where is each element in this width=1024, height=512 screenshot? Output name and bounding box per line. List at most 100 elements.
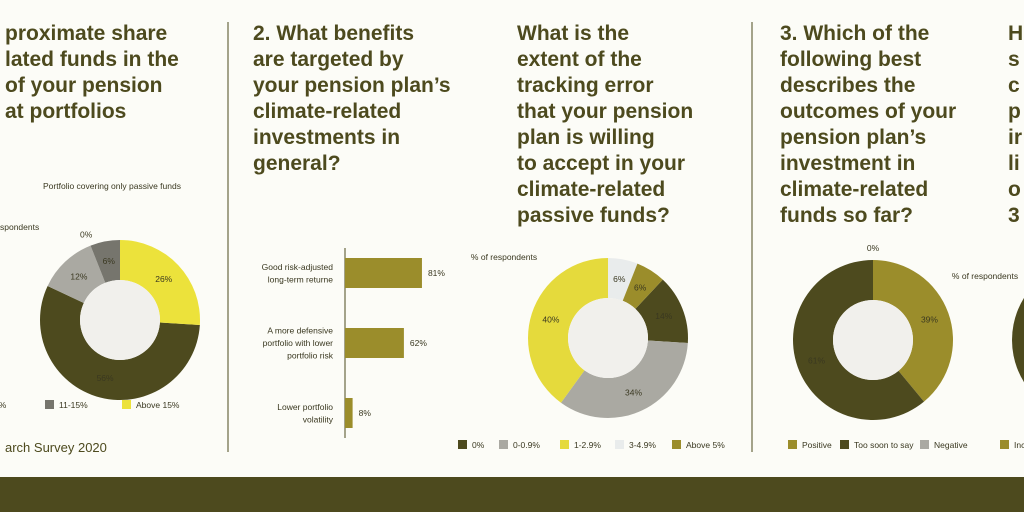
chart-title: extent of the — [517, 48, 642, 71]
pie-slice — [90, 240, 120, 283]
value-label: 81% — [428, 268, 445, 278]
slice-label: 6% — [103, 256, 116, 266]
category-label: portfolio risk — [287, 351, 334, 361]
legend-swatch — [840, 440, 849, 449]
source: arch Survey 2020 — [5, 440, 107, 455]
chart-title: outcomes of your — [780, 100, 956, 123]
legend-swatch — [1000, 440, 1009, 449]
chart-title: proximate share — [5, 22, 167, 45]
slice-label: 34% — [625, 387, 642, 397]
subtitle: Portfolio covering only passive funds — [43, 181, 181, 191]
chart-title: following best — [780, 48, 921, 71]
cropped-title: c — [1008, 74, 1020, 97]
note: % of respondents — [952, 271, 1018, 281]
slice-label: 6% — [634, 282, 647, 292]
slice-label: 12% — [70, 271, 87, 281]
legend-label: 0% — [0, 400, 7, 410]
chart-title: your pension plan’s — [253, 74, 451, 97]
chart-title: lated funds in the — [5, 48, 179, 71]
slice-label: 26% — [155, 274, 172, 284]
legend-swatch — [560, 440, 569, 449]
cropped-title: 3 — [1008, 204, 1020, 227]
chart-title: that your pension — [517, 100, 693, 123]
legend-label: 0% — [472, 440, 485, 450]
category-label: A more defensive — [267, 326, 333, 336]
legend-swatch — [458, 440, 467, 449]
chart-title: describes the — [780, 74, 915, 97]
chart-title: investments in — [253, 126, 400, 149]
pie-slice — [39, 285, 200, 400]
value-label: 8% — [359, 408, 372, 418]
pie-slice — [608, 258, 638, 301]
chart-title: to accept in your — [517, 152, 685, 175]
category-label: portfolio with lower — [263, 338, 334, 348]
legend-swatch — [615, 440, 624, 449]
slice-label: 40% — [542, 314, 559, 324]
category-label: volatility — [303, 414, 334, 424]
cropped-title: li — [1008, 152, 1020, 175]
slice-label: 0% — [80, 229, 93, 239]
slice-label: 61% — [808, 355, 825, 365]
pie-slice — [792, 260, 924, 421]
slice-label: 14% — [655, 311, 672, 321]
cropped-donut — [1012, 297, 1024, 383]
legend-label: Above 5% — [686, 440, 725, 450]
pie-slice — [622, 263, 663, 309]
pie-slice — [47, 245, 106, 303]
chart-title: 2. What benefits — [253, 22, 414, 45]
legend-label: Positive — [802, 440, 832, 450]
chart-title: 3. Which of the — [780, 22, 929, 45]
legend-label: Inc — [1014, 440, 1024, 450]
category-label: Lower portfolio — [277, 402, 333, 412]
legend-swatch — [45, 400, 54, 409]
chart-title: plan is willing — [517, 126, 655, 149]
legend-label: 0-0.9% — [513, 440, 540, 450]
pie-slice — [635, 279, 688, 344]
legend-label: 1-2.9% — [574, 440, 601, 450]
donut-hole — [80, 280, 160, 360]
category-label: long-term returne — [268, 274, 333, 284]
pie-slice — [873, 260, 953, 402]
chart-title: What is the — [517, 22, 629, 45]
pie-slice — [120, 240, 200, 326]
legend-label: 3-4.9% — [629, 440, 656, 450]
chart-title: pension plan’s — [780, 126, 926, 149]
chart-title: funds so far? — [780, 204, 913, 227]
legend-swatch — [672, 440, 681, 449]
legend-label: Above 15% — [136, 400, 180, 410]
bar — [345, 398, 353, 428]
pie-slice — [560, 340, 688, 419]
chart-title: at portfolios — [5, 100, 126, 123]
value-label: 62% — [410, 338, 427, 348]
cropped-title: H — [1008, 22, 1023, 45]
note: spondents — [0, 222, 39, 232]
slice-label: 39% — [921, 315, 938, 325]
bar — [345, 328, 404, 358]
chart-title: passive funds? — [517, 204, 670, 227]
category-label: Good risk-adjusted — [262, 262, 334, 272]
legend-swatch — [788, 440, 797, 449]
chart-title: of your pension — [5, 74, 163, 97]
chart-title: tracking error — [517, 74, 654, 97]
chart-title: are targeted by — [253, 48, 404, 71]
donut-hole — [568, 298, 648, 378]
cropped-title: ir — [1008, 126, 1022, 149]
legend-swatch — [499, 440, 508, 449]
chart-title: general? — [253, 152, 341, 175]
chart-title: climate-related — [780, 178, 928, 201]
chart-title: climate-related — [253, 100, 401, 123]
pie-slice — [528, 258, 608, 403]
cropped-title: s — [1008, 48, 1020, 71]
legend-label: Too soon to say — [854, 440, 914, 450]
cropped-title: o — [1008, 178, 1021, 201]
footer-band — [0, 477, 1024, 512]
slice-label: 6% — [613, 274, 626, 284]
bar — [345, 258, 422, 288]
slice-label: 56% — [97, 373, 114, 383]
legend-swatch — [122, 400, 131, 409]
legend-swatch — [920, 440, 929, 449]
legend-label: Negative — [934, 440, 968, 450]
chart-title: investment in — [780, 152, 915, 175]
